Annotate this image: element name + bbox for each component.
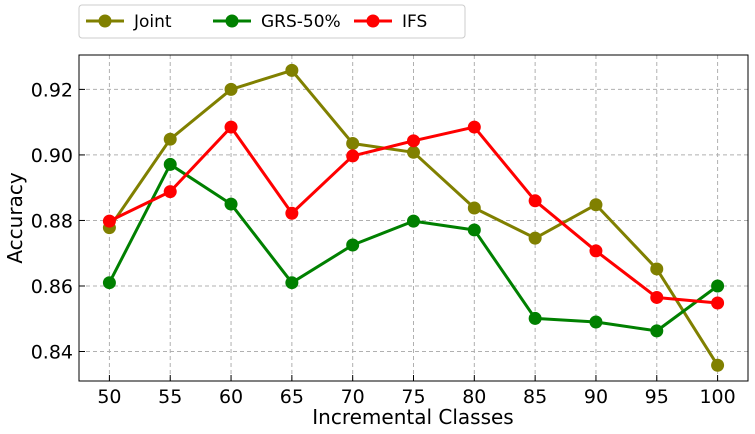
y-tick-label: 0.86 bbox=[31, 276, 73, 298]
x-tick-label: 60 bbox=[219, 386, 243, 408]
legend: Joint GRS-50% IFS bbox=[78, 4, 466, 39]
series-layer bbox=[102, 63, 725, 372]
data-point-grs-50 bbox=[528, 311, 542, 325]
legend-marker-ifs bbox=[366, 14, 380, 28]
data-point-joint bbox=[407, 145, 420, 159]
data-point-joint bbox=[711, 358, 725, 372]
data-point-joint bbox=[163, 132, 177, 146]
data-point-ifs bbox=[163, 185, 177, 199]
x-tick-label: 85 bbox=[523, 386, 547, 408]
data-point-grs-50 bbox=[407, 214, 420, 228]
data-point-ifs bbox=[346, 149, 360, 163]
data-point-ifs bbox=[589, 244, 603, 258]
data-point-ifs bbox=[407, 134, 420, 148]
ticks: 50 55 60 65 70 75 80 85 90 95 100 0.84 0.86 0.88 0.90 0… bbox=[31, 79, 736, 408]
data-point-grs-50 bbox=[102, 276, 116, 290]
y-tick-label: 0.84 bbox=[31, 342, 73, 364]
data-point-ifs bbox=[102, 214, 116, 228]
y-tick-label: 0.88 bbox=[31, 210, 73, 232]
data-point-ifs bbox=[711, 296, 725, 310]
data-point-joint bbox=[650, 262, 664, 276]
data-point-joint bbox=[589, 198, 603, 212]
data-point-grs-50 bbox=[467, 223, 481, 237]
data-point-grs-50 bbox=[650, 324, 664, 338]
data-point-joint bbox=[467, 201, 481, 215]
legend-frame bbox=[78, 4, 466, 39]
data-point-grs-50 bbox=[589, 315, 603, 329]
data-point-joint bbox=[285, 63, 299, 77]
x-tick-label: 55 bbox=[158, 386, 182, 408]
data-point-ifs bbox=[528, 194, 542, 208]
x-tick-label: 50 bbox=[97, 386, 121, 408]
x-tick-label: 95 bbox=[645, 386, 669, 408]
legend-marker-joint bbox=[98, 14, 112, 28]
legend-label-ifs: IFS bbox=[402, 12, 427, 32]
data-point-joint bbox=[528, 231, 542, 245]
x-tick-label: 90 bbox=[584, 386, 608, 408]
data-point-joint bbox=[224, 82, 238, 96]
data-point-grs-50 bbox=[711, 279, 725, 293]
data-point-ifs bbox=[224, 120, 238, 134]
data-point-grs-50 bbox=[163, 157, 177, 171]
legend-marker-grs-50 bbox=[225, 14, 239, 28]
data-point-ifs bbox=[650, 290, 664, 304]
legend-label-grs-50: GRS-50% bbox=[261, 12, 341, 32]
x-tick-label: 70 bbox=[341, 386, 365, 408]
x-tick-label: 100 bbox=[699, 386, 735, 408]
data-point-ifs bbox=[467, 120, 481, 134]
data-point-grs-50 bbox=[346, 238, 360, 252]
data-point-joint bbox=[346, 136, 360, 150]
x-tick-label: 65 bbox=[280, 386, 304, 408]
data-point-grs-50 bbox=[285, 276, 299, 290]
x-tick-label: 75 bbox=[401, 386, 425, 408]
legend-label-joint: Joint bbox=[133, 12, 172, 32]
data-point-ifs bbox=[285, 206, 299, 220]
x-axis-label: Incremental Classes bbox=[312, 405, 513, 429]
y-tick-label: 0.92 bbox=[31, 79, 73, 101]
y-tick-label: 0.90 bbox=[31, 145, 73, 167]
x-tick-label: 80 bbox=[462, 386, 486, 408]
data-point-grs-50 bbox=[224, 197, 238, 211]
y-axis-label: Accuracy bbox=[3, 172, 27, 263]
